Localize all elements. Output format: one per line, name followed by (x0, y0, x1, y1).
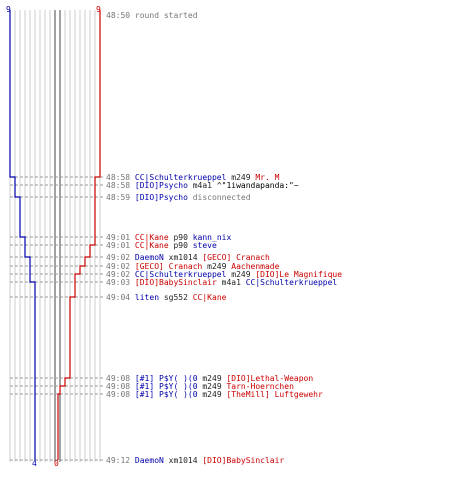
event-time: 49:08 (106, 374, 131, 383)
event-row: 49:08 [#1] P$Y( )(0 m249 [DIO]Lethal-Wea… (106, 374, 313, 383)
red-start-count: 9 (96, 5, 101, 14)
event-row: 49:02 [GECO] Cranach m249 Aachenmade (106, 262, 279, 271)
event-row: 49:02 DaemoN xm1014 [GECO] Cranach (106, 253, 270, 262)
event-part: [#1] P$Y( )(0 (134, 390, 198, 399)
event-row: 49:12 DaemoN xm1014 [DIO]BabySinclair (106, 456, 284, 465)
event-row: 49:04 liten sg552 CC|Kane (106, 293, 226, 302)
event-time: 49:08 (106, 382, 131, 391)
event-part: m4a1 (187, 181, 217, 190)
event-part: [DIO]Lethal-Weapon (226, 374, 314, 383)
event-part: [DIO]Psycho (134, 193, 188, 202)
event-row: 49:03 [DIO]BabySinclair m4a1 CC|Schulter… (106, 278, 337, 287)
event-time: 49:12 (106, 456, 131, 465)
event-part: xm1014 (163, 456, 203, 465)
event-part: p90 (168, 241, 193, 250)
event-row: 48:59 [DIO]Psycho disconnected (106, 193, 251, 202)
event-time: 48:58 (106, 173, 131, 182)
event-part: Aachenmade (231, 262, 280, 271)
event-part: m249 (197, 374, 227, 383)
event-part: CC|Schulterkrueppel (245, 278, 338, 287)
event-part: steve (192, 241, 217, 250)
event-part: m249 (197, 390, 227, 399)
event-part: [GECO] Cranach (202, 253, 270, 262)
event-part: [TheMill] Luftgewehr (226, 390, 323, 399)
event-time: 49:04 (106, 293, 131, 302)
event-log: 48:50 round started 48:58 CC|Schulterkrue… (106, 0, 450, 500)
event-time: 48:59 (106, 193, 131, 202)
red-team-line (57, 10, 101, 460)
blue-start-count: 9 (6, 5, 11, 14)
event-part: [DIO]BabySinclair (202, 456, 285, 465)
blue-team-line (9, 10, 36, 460)
event-part: [#1] P$Y( )(0 (134, 374, 198, 383)
event-part: [DIO]Psycho (134, 181, 188, 190)
event-part: disconnected (187, 193, 251, 202)
event-part: CC|Kane (134, 241, 169, 250)
event-time: 49:08 (106, 390, 131, 399)
event-part: DaemoN (134, 253, 164, 262)
event-part: p90 (168, 233, 193, 242)
event-part: Mr. M (255, 173, 280, 182)
event-part: xm1014 (163, 253, 203, 262)
event-time: 49:02 (106, 253, 131, 262)
event-row: 49:08 [#1] P$Y( )(0 m249 [TheMill] Luftg… (106, 390, 323, 399)
event-part: Tarn-Hoernchen (226, 382, 294, 391)
red-end-count: 0 (54, 459, 59, 468)
event-row: 48:50 round started (106, 11, 198, 20)
event-part: sg552 (159, 293, 193, 302)
event-row: 48:58 CC|Schulterkrueppel m249 Mr. M (106, 173, 279, 182)
event-part: [DIO]BabySinclair (134, 278, 217, 287)
event-row: 49:01 CC|Kane p90 kann_nix (106, 233, 231, 242)
event-part: m249 (226, 270, 256, 279)
event-row: 49:01 CC|Kane p90 steve (106, 241, 217, 250)
event-part: CC|Kane (134, 233, 169, 242)
event-part: CC|Schulterkrueppel (134, 270, 227, 279)
event-part: CC|Schulterkrueppel (134, 173, 227, 182)
event-time: 49:02 (106, 270, 131, 279)
event-part: DaemoN (134, 456, 164, 465)
event-part: CC|Kane (192, 293, 227, 302)
event-time: 49:03 (106, 278, 131, 287)
event-time: 48:58 (106, 181, 131, 190)
event-part: [#1] P$Y( )(0 (134, 382, 198, 391)
event-part: m249 (226, 173, 256, 182)
event-time: 49:01 (106, 241, 131, 250)
event-part: ^"1iwandapanda:"~ (216, 181, 299, 190)
event-time: 48:50 (106, 11, 131, 20)
event-part: m249 (197, 382, 227, 391)
event-row: 49:02 CC|Schulterkrueppel m249 [DIO]Le M… (106, 270, 342, 279)
event-row: 48:58 [DIO]Psycho m4a1 ^"1iwandapanda:"~ (106, 181, 299, 190)
event-part: [DIO]Le Magnifique (255, 270, 343, 279)
event-part: liten (134, 293, 160, 302)
event-time: 49:02 (106, 262, 131, 271)
event-part: kann_nix (192, 233, 232, 242)
event-row: 49:08 [#1] P$Y( )(0 m249 Tarn-Hoernchen (106, 382, 294, 391)
event-part: round started (134, 11, 198, 20)
event-part: [GECO] Cranach (134, 262, 203, 271)
event-time: 49:01 (106, 233, 131, 242)
event-part: m249 (202, 262, 232, 271)
event-part: m4a1 (216, 278, 246, 287)
blue-end-count: 4 (32, 459, 37, 468)
